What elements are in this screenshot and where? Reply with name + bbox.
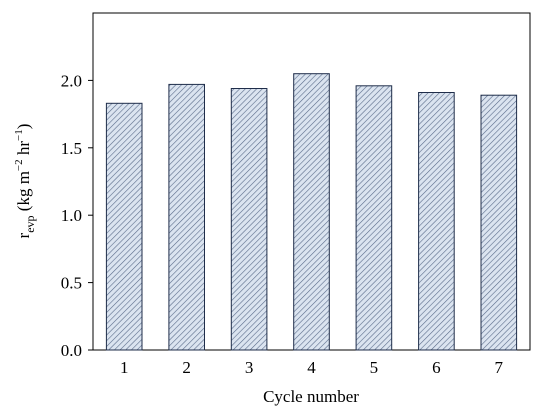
x-tick-label: 3 [245, 358, 254, 377]
y-axis-title-subscript: evp [23, 215, 37, 232]
y-axis-title-unit-mid: hr [14, 141, 33, 160]
y-tick-label: 2.0 [61, 71, 82, 90]
x-tick-label: 5 [370, 358, 379, 377]
y-axis-title-base: r [14, 232, 33, 238]
bar-cycle-5 [355, 85, 393, 351]
x-tick-label: 6 [432, 358, 441, 377]
y-axis-title-exp2: −1 [13, 129, 25, 141]
bar-cycle-3 [230, 88, 268, 351]
y-axis-title-unit-close: ) [14, 124, 33, 130]
bars-group [105, 73, 518, 351]
x-tick-label: 1 [120, 358, 129, 377]
bar-cycle-1 [105, 102, 143, 351]
x-axis-title: Cycle number [263, 387, 359, 406]
y-tick-label: 1.5 [61, 139, 82, 158]
y-axis-title-exp1: −2 [13, 159, 25, 171]
x-tick-label: 4 [307, 358, 316, 377]
x-tick-label: 7 [495, 358, 504, 377]
y-tick-label: 1.0 [61, 206, 82, 225]
bar-cycle-7 [480, 94, 518, 351]
bar-cycle-4 [293, 73, 330, 351]
y-tick-label: 0.0 [61, 341, 82, 360]
bar-cycle-2 [168, 83, 205, 351]
y-axis-title-unit-open: (kg m [14, 171, 33, 215]
bar-cycle-6 [418, 92, 455, 351]
y-tick-label: 0.5 [61, 274, 82, 293]
x-tick-label: 2 [182, 358, 191, 377]
x-ticks-group: 1 2 3 4 5 6 7 [120, 358, 504, 377]
y-ticks-group: 0.0 0.5 1.0 1.5 2.0 [61, 71, 93, 360]
y-axis-title: revp (kg m−2 hr−1) [13, 124, 37, 239]
